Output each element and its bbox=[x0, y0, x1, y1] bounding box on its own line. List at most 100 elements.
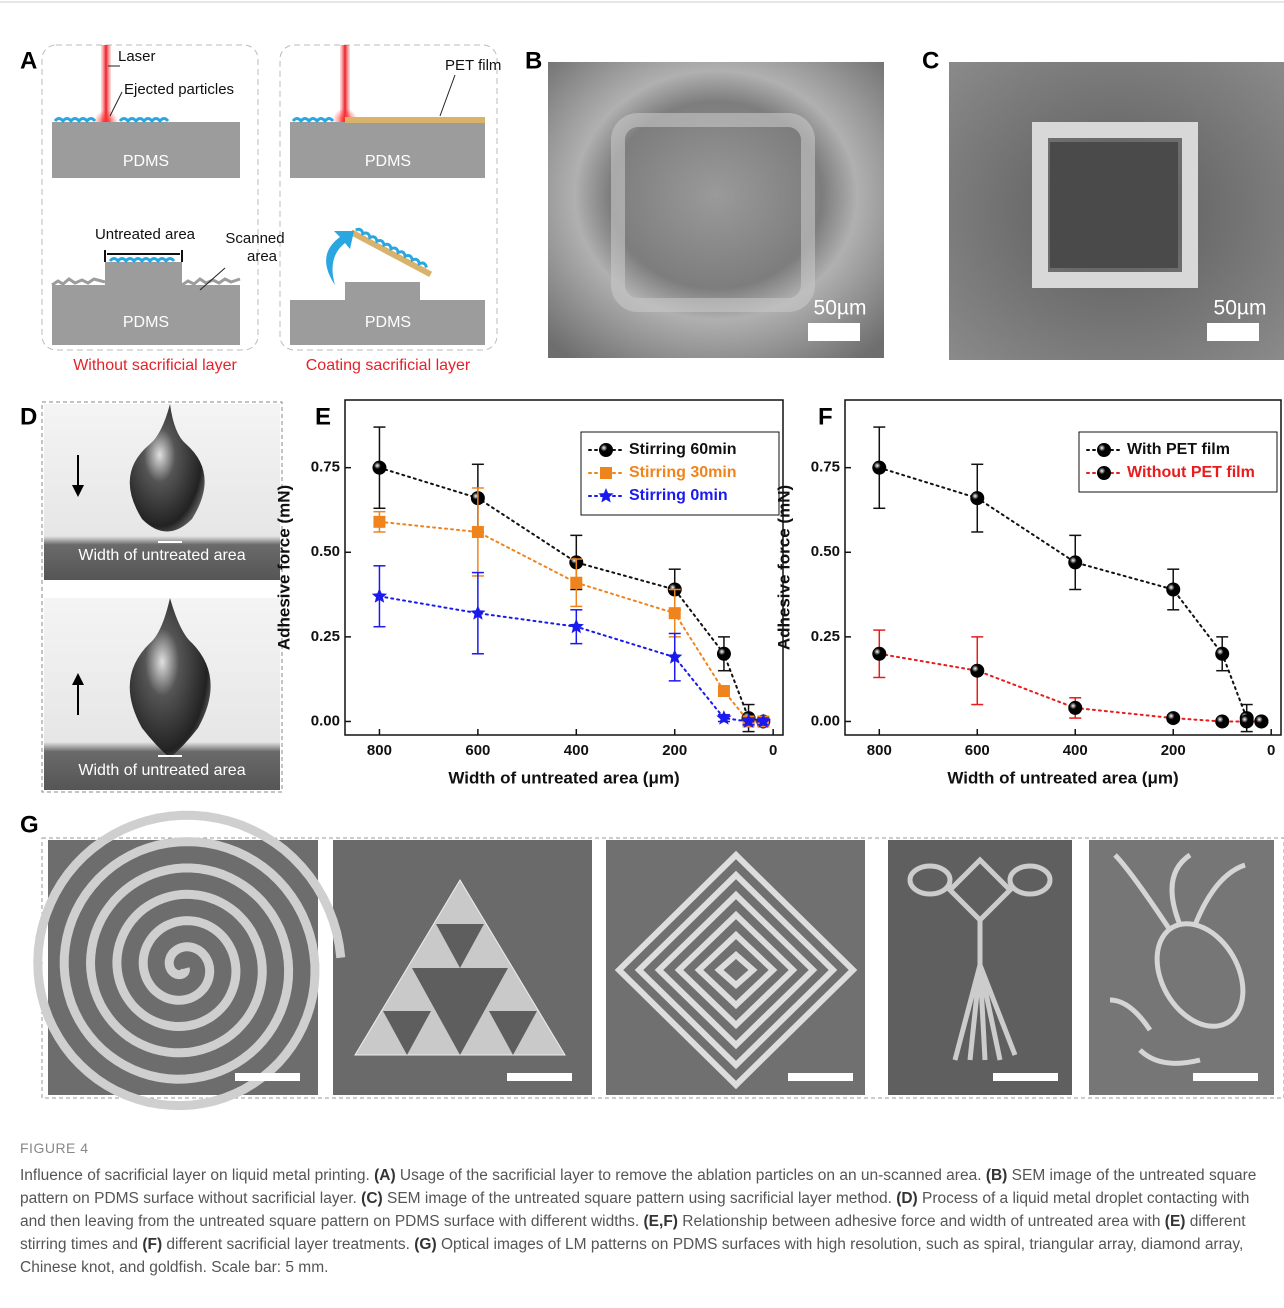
marker bbox=[570, 577, 582, 589]
scale-bar bbox=[235, 1073, 300, 1081]
leader bbox=[440, 75, 455, 116]
label: PDMS bbox=[123, 153, 169, 170]
y-tick-label: 0.00 bbox=[311, 712, 340, 729]
photo bbox=[1089, 840, 1274, 1095]
particles bbox=[110, 259, 174, 262]
marker bbox=[872, 461, 886, 475]
x-tick-label: 200 bbox=[1161, 742, 1186, 759]
y-tick-label: 0.50 bbox=[811, 543, 840, 560]
label: Width of untreated area bbox=[78, 762, 245, 779]
marker bbox=[1215, 647, 1229, 661]
caption: FIGURE 4 Influence of sacrificial layer … bbox=[20, 1140, 1270, 1279]
marker bbox=[1068, 701, 1082, 715]
x-tick-label: 800 bbox=[367, 742, 392, 759]
x-tick-label: 400 bbox=[1063, 742, 1088, 759]
series-line bbox=[379, 522, 763, 722]
label: Ejected particles bbox=[124, 81, 234, 98]
label: Untreated area bbox=[95, 226, 196, 243]
pdms-step bbox=[105, 262, 182, 286]
panel-a: Laser Ejected particles PDMS Untreated a… bbox=[42, 45, 501, 374]
figure-number: FIGURE 4 bbox=[20, 1140, 1270, 1156]
y-tick-label: 0.75 bbox=[311, 459, 340, 476]
label: Scanned bbox=[225, 230, 284, 247]
pdms-step bbox=[345, 282, 420, 301]
x-axis-label: Width of untreated area (μm) bbox=[448, 768, 679, 787]
x-tick-label: 800 bbox=[867, 742, 892, 759]
scale-bar bbox=[1193, 1073, 1258, 1081]
x-tick-label: 600 bbox=[965, 742, 990, 759]
caption-text: different sacrificial layer treatments. bbox=[162, 1236, 414, 1253]
x-tick-label: 0 bbox=[769, 742, 777, 759]
legend-label: With PET film bbox=[1127, 441, 1230, 458]
y-tick-label: 0.50 bbox=[311, 543, 340, 560]
legend-label: Stirring 0min bbox=[629, 487, 728, 504]
panel-label: G bbox=[20, 811, 39, 838]
caption-text: Usage of the sacrificial layer to remove… bbox=[396, 1167, 986, 1184]
caption-text: SEM image of the untreated square patter… bbox=[383, 1190, 897, 1207]
marker bbox=[1097, 466, 1111, 480]
legend-label: Stirring 30min bbox=[629, 464, 737, 481]
y-tick-label: 0.25 bbox=[311, 628, 340, 645]
marker bbox=[1240, 714, 1254, 728]
marker bbox=[1097, 443, 1111, 457]
label: area bbox=[247, 248, 278, 265]
caption-body: Influence of sacrificial layer on liquid… bbox=[20, 1164, 1270, 1279]
marker bbox=[1254, 714, 1268, 728]
caption: Without sacrificial layer bbox=[73, 357, 237, 374]
panel-label: A bbox=[20, 47, 37, 74]
y-tick-label: 0.00 bbox=[811, 712, 840, 729]
y-tick-label: 0.75 bbox=[811, 459, 840, 476]
x-axis-label: Width of untreated area (μm) bbox=[947, 768, 1178, 787]
x-tick-label: 600 bbox=[465, 742, 490, 759]
label: PDMS bbox=[365, 314, 411, 331]
legend-label: Stirring 60min bbox=[629, 441, 737, 458]
panel-d: Width of untreated area Width of untreat… bbox=[42, 402, 282, 792]
scale-label: 50µm bbox=[1214, 297, 1267, 320]
leader bbox=[110, 92, 122, 116]
marker bbox=[718, 685, 730, 697]
caption-text: (F) bbox=[142, 1236, 162, 1253]
x-tick-label: 0 bbox=[1267, 742, 1275, 759]
scale-bar bbox=[788, 1073, 853, 1081]
panel-label: F bbox=[818, 403, 833, 430]
marker bbox=[1068, 555, 1082, 569]
marker bbox=[372, 461, 386, 475]
panel-b: 50µm bbox=[548, 62, 884, 358]
caption-text: (G) bbox=[414, 1236, 436, 1253]
caption-text: (A) bbox=[374, 1167, 396, 1184]
marker bbox=[970, 491, 984, 505]
caption-text: (D) bbox=[896, 1190, 918, 1207]
arrow bbox=[326, 231, 354, 285]
marker bbox=[599, 443, 613, 457]
panel-label: D bbox=[20, 403, 37, 430]
caption-text: Influence of sacrificial layer on liquid… bbox=[20, 1167, 374, 1184]
pattern-center bbox=[1050, 142, 1178, 268]
caption-text: (E) bbox=[1165, 1213, 1186, 1230]
marker bbox=[373, 516, 385, 528]
marker bbox=[669, 607, 681, 619]
marker bbox=[1166, 582, 1180, 596]
panel-c: 50µm bbox=[949, 62, 1284, 360]
y-axis-label: Adhesive force (mN) bbox=[274, 485, 293, 650]
label: Laser bbox=[118, 48, 156, 65]
x-tick-label: 200 bbox=[662, 742, 687, 759]
caption-text: Relationship between adhesive force and … bbox=[678, 1213, 1165, 1230]
y-axis-label: Adhesive force (mN) bbox=[774, 485, 793, 650]
marker bbox=[872, 647, 886, 661]
series-line bbox=[879, 468, 1261, 722]
legend-label: Without PET film bbox=[1127, 464, 1255, 481]
label: PET film bbox=[445, 57, 501, 74]
label: PDMS bbox=[123, 314, 169, 331]
scale-label: 50µm bbox=[814, 297, 867, 320]
scale-bar bbox=[993, 1073, 1058, 1081]
panel-g bbox=[38, 815, 1284, 1105]
series-line bbox=[379, 596, 763, 721]
panel-label: C bbox=[922, 47, 939, 74]
figure: A B C D E F G Laser Ejected particles PD… bbox=[0, 0, 1284, 1120]
marker bbox=[970, 664, 984, 678]
pet-film bbox=[345, 117, 485, 123]
marker bbox=[600, 467, 612, 479]
caption-text: (C) bbox=[361, 1190, 383, 1207]
